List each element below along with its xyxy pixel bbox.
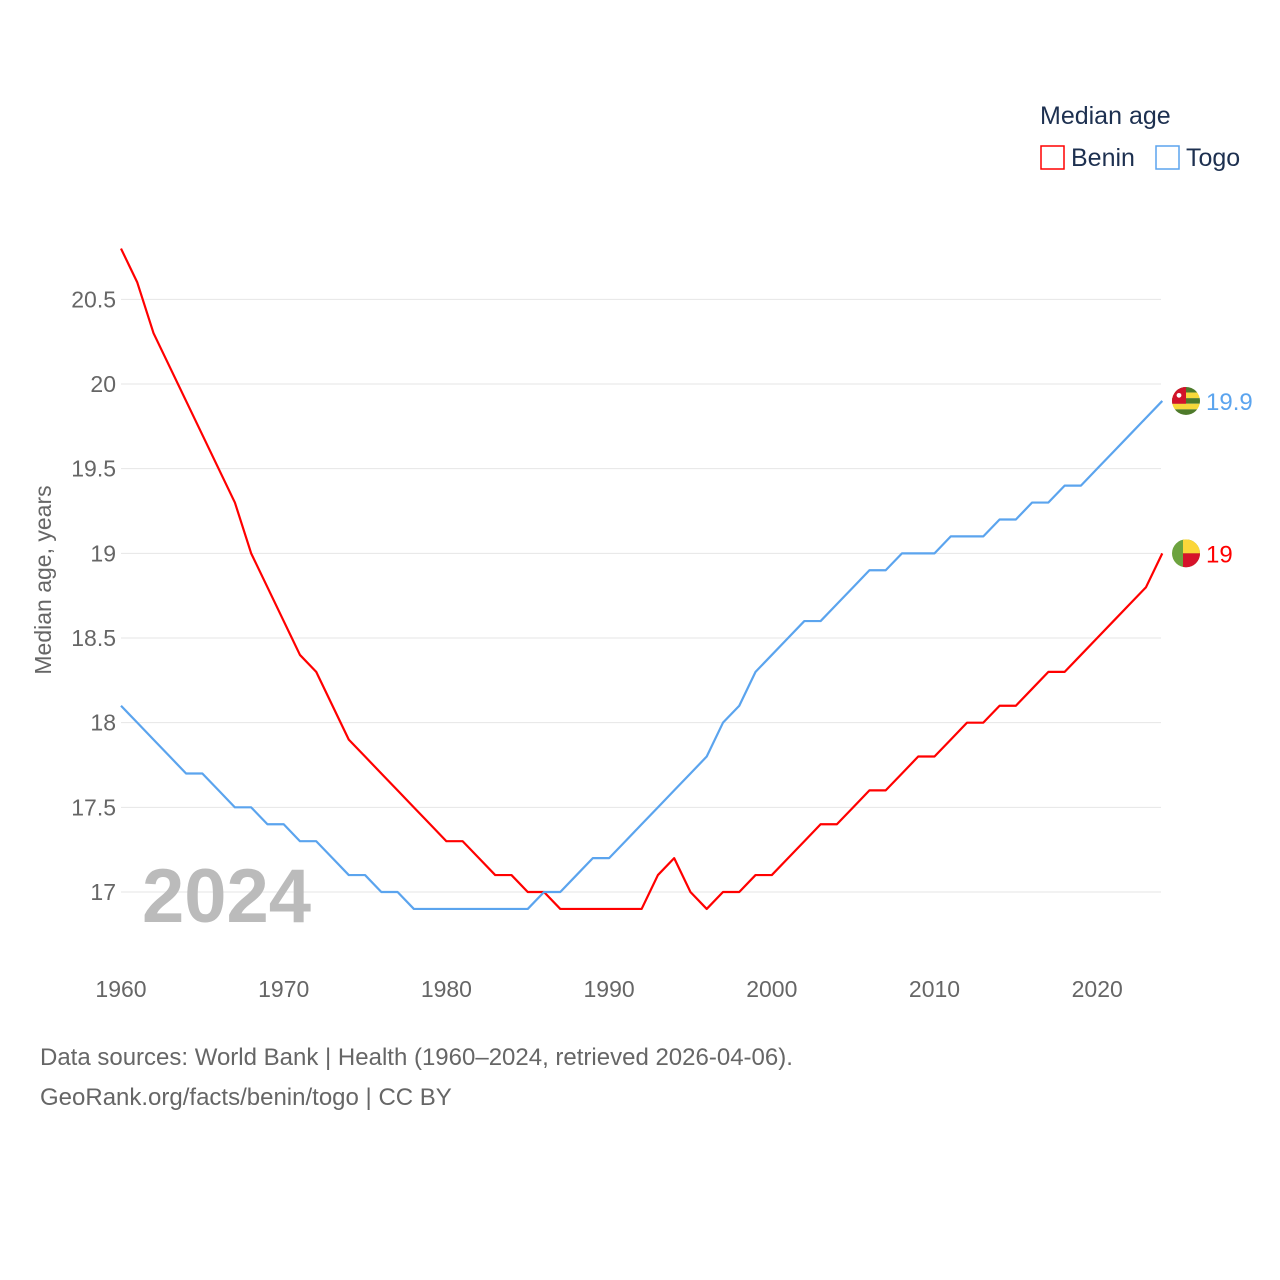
legend-label: Benin <box>1071 144 1135 172</box>
data-source-text: Data sources: World Bank | Health (1960–… <box>40 1044 793 1071</box>
series-line-togo <box>120 400 1164 911</box>
legend-swatch <box>1155 145 1180 170</box>
x-tick-label: 2010 <box>909 976 960 1002</box>
x-tick-label: 1970 <box>258 976 309 1002</box>
attribution-link[interactable]: GeoRank.org/facts/benin/togo | CC BY <box>40 1084 452 1111</box>
x-tick-label: 1960 <box>95 976 146 1002</box>
x-tick-label: 1990 <box>584 976 635 1002</box>
legend-label: Togo <box>1186 144 1240 172</box>
y-tick-label: 18.5 <box>71 625 116 651</box>
togo-end-label: 19.9 <box>1206 389 1253 416</box>
togo-flag-icon <box>1172 386 1200 415</box>
y-tick-label: 19 <box>90 540 116 566</box>
y-tick-label: 19.5 <box>71 456 116 482</box>
benin-end-label: 19 <box>1206 541 1233 568</box>
legend-item-benin[interactable]: Benin <box>1040 144 1135 172</box>
y-tick-label: 17.5 <box>71 794 116 820</box>
y-tick-label: 20.5 <box>71 286 116 312</box>
benin-flag-icon <box>1172 539 1200 568</box>
y-tick-label: 17 <box>90 879 116 905</box>
legend-swatch <box>1040 145 1065 170</box>
x-tick-label: 2020 <box>1072 976 1123 1002</box>
year-watermark: 2024 <box>142 854 311 939</box>
legend-item-togo[interactable]: Togo <box>1155 144 1240 172</box>
x-tick-label: 1980 <box>421 976 472 1002</box>
series-line-benin <box>120 248 1164 911</box>
x-tick-label: 2000 <box>746 976 797 1002</box>
y-tick-label: 20 <box>90 371 116 397</box>
legend-title: Median age <box>1040 102 1171 130</box>
y-tick-label: 18 <box>90 710 116 736</box>
y-axis-label: Median age, years <box>30 485 56 674</box>
